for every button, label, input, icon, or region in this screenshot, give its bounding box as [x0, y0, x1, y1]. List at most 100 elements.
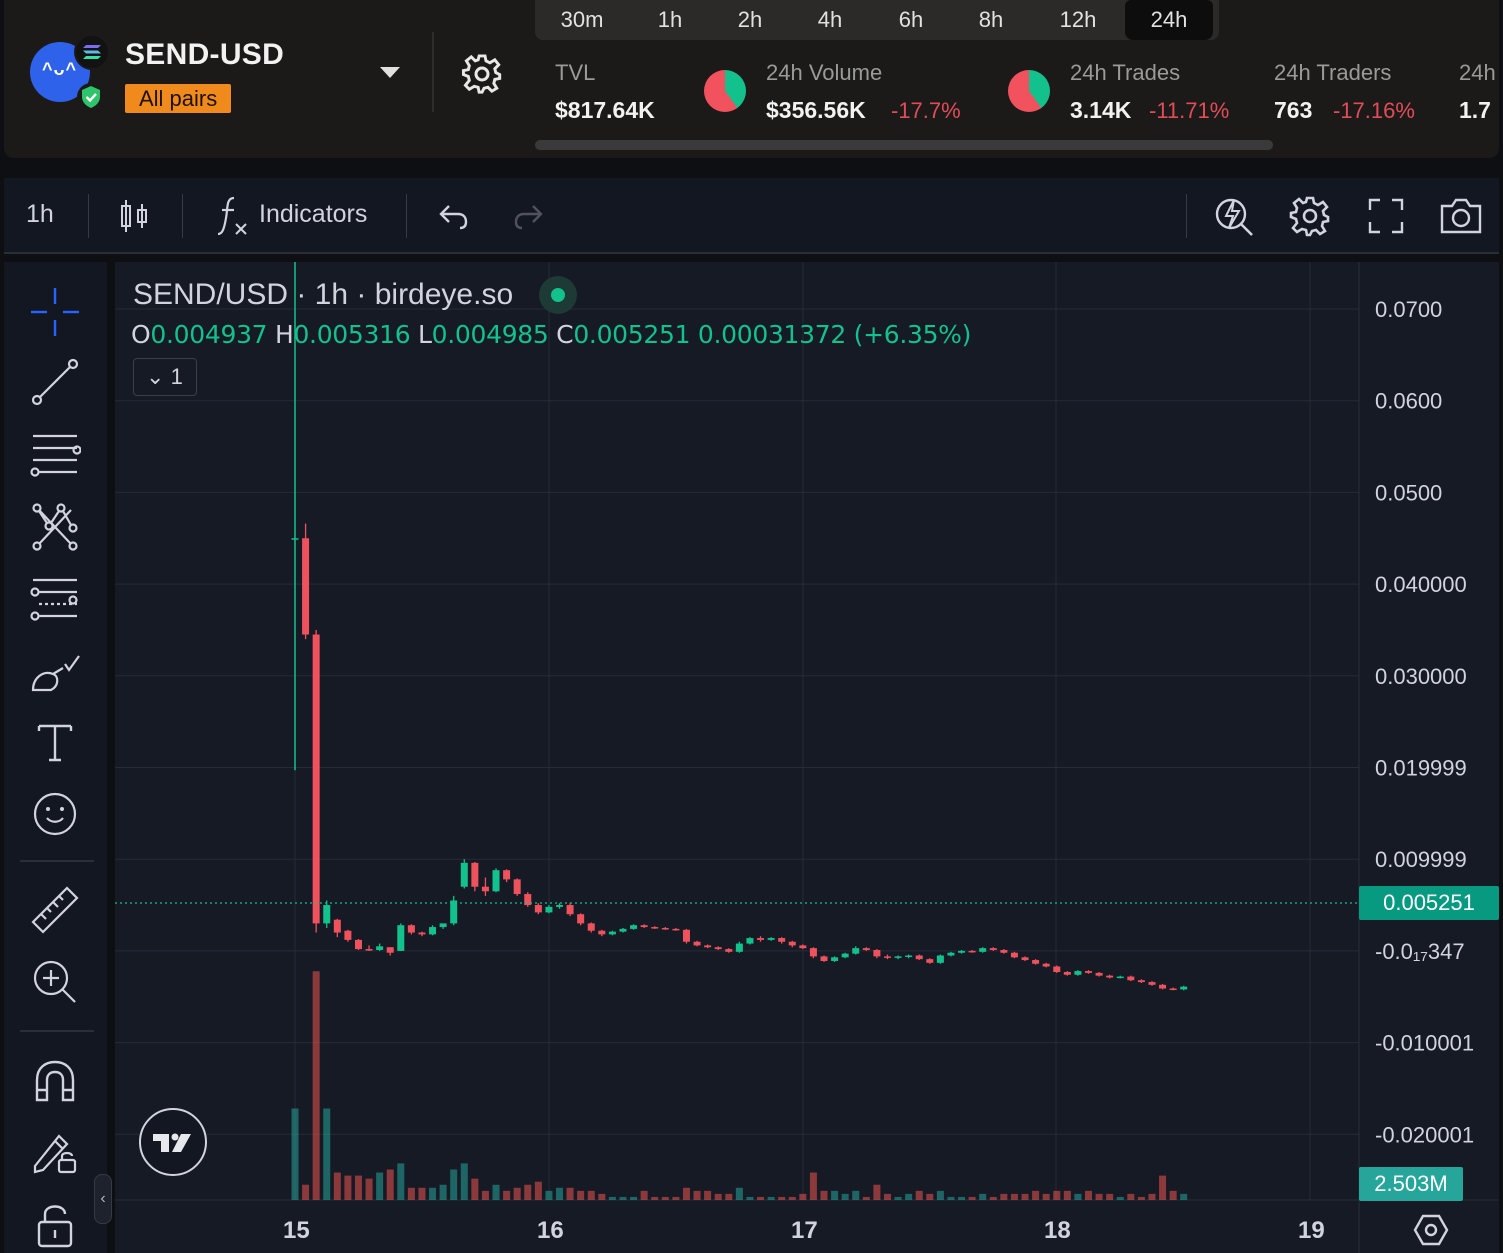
- fx-indicators-icon[interactable]: [214, 194, 250, 238]
- candle-body: [841, 953, 849, 958]
- volume-bar: [312, 971, 320, 1200]
- volume-bar: [333, 1172, 341, 1200]
- fib-lines-icon[interactable]: [29, 428, 81, 480]
- candle-body: [481, 886, 489, 892]
- volume-bar: [354, 1175, 362, 1200]
- unlock-icon[interactable]: [29, 1198, 81, 1250]
- volume-bar: [608, 1196, 616, 1200]
- indicators-button[interactable]: Indicators: [259, 200, 368, 228]
- tab-30m[interactable]: 30m: [560, 7, 604, 32]
- candle-body: [873, 949, 881, 957]
- volume-bar: [831, 1190, 839, 1200]
- candle-body: [757, 938, 765, 940]
- price-tick-label: 0.0700: [1375, 297, 1442, 322]
- legend-collapse-button[interactable]: ⌄ 1: [133, 358, 197, 396]
- volume-bar: [979, 1193, 987, 1200]
- volume-bar: [1010, 1193, 1018, 1200]
- axis-settings-icon[interactable]: [1411, 1212, 1451, 1248]
- pattern-icon[interactable]: [29, 500, 81, 552]
- candle-body: [1000, 949, 1008, 953]
- tab-6h[interactable]: 6h: [898, 7, 924, 32]
- pair-header: ^ᴗ^ SEND-USD All pairs 30m 1h 2h 4h 6h 8…: [4, 0, 1499, 158]
- tab-24h[interactable]: 24h: [1125, 0, 1213, 40]
- collapse-toolbar-handle[interactable]: ‹: [94, 1174, 112, 1224]
- volume-bar: [344, 1175, 352, 1200]
- candle-body: [989, 948, 997, 950]
- trades-label: 24h Trades: [1070, 60, 1181, 85]
- price-tick-label: -0.020001: [1375, 1122, 1474, 1147]
- lock-drawing-icon[interactable]: [29, 1126, 81, 1178]
- trades-pie-icon[interactable]: [1008, 70, 1050, 112]
- volume-bar: [915, 1190, 923, 1200]
- candle-body: [979, 948, 987, 952]
- crosshair-icon[interactable]: [29, 286, 81, 338]
- candle-body: [302, 538, 310, 635]
- candlestick-type-icon[interactable]: [118, 196, 150, 236]
- tvl-value: $817.64K: [555, 97, 655, 123]
- volume-bar: [1000, 1193, 1008, 1200]
- quick-search-icon[interactable]: [1212, 194, 1256, 238]
- camera-screenshot-icon[interactable]: [1438, 196, 1484, 236]
- tab-2h[interactable]: 2h: [737, 7, 763, 32]
- volume-bar: [619, 1196, 627, 1200]
- fullscreen-icon[interactable]: [1366, 196, 1406, 236]
- undo-icon[interactable]: [436, 202, 470, 232]
- candle-body: [968, 950, 976, 953]
- settings-gear-icon[interactable]: [460, 52, 504, 96]
- tab-4h[interactable]: 4h: [817, 7, 843, 32]
- zoom-in-icon[interactable]: [29, 956, 81, 1008]
- volume-bar: [1148, 1193, 1156, 1200]
- tradingview-logo[interactable]: [139, 1108, 207, 1176]
- interval-selector[interactable]: 1h: [26, 200, 54, 228]
- volume-bar: [905, 1193, 913, 1200]
- time-tick-label: 18: [1044, 1217, 1071, 1244]
- chevron-down-icon[interactable]: [378, 64, 402, 80]
- candle-body: [598, 930, 606, 935]
- price-chart[interactable]: 0.0700 0.0600 0.0500 0.040000 0.030000 0.0199…: [115, 262, 1499, 1253]
- candle-body: [503, 870, 511, 880]
- candle-body: [492, 870, 500, 892]
- volume-bar: [1116, 1196, 1124, 1200]
- emoji-icon[interactable]: [29, 788, 81, 840]
- volume-bar: [1106, 1193, 1114, 1200]
- verified-shield-icon: [77, 83, 105, 111]
- chart-legend-title: SEND/USD · 1h · birdeye.so: [133, 278, 514, 311]
- candle-body: [883, 956, 891, 958]
- volume-bar: [672, 1196, 680, 1200]
- volume-bar: [1032, 1190, 1040, 1200]
- volume-pie-icon[interactable]: [704, 70, 746, 112]
- volume-bar: [693, 1190, 701, 1200]
- tab-12h[interactable]: 12h: [1059, 7, 1097, 32]
- volume-change: -17.7%: [891, 98, 961, 123]
- tab-1h[interactable]: 1h: [657, 7, 683, 32]
- low-key: L: [417, 320, 432, 349]
- chevron-down-icon: ⌄: [146, 364, 165, 389]
- text-icon[interactable]: [29, 716, 81, 768]
- forecast-icon[interactable]: [29, 572, 81, 624]
- volume-bar: [587, 1190, 595, 1200]
- partial-stat-label: 24h: [1459, 60, 1496, 85]
- pair-stats: TVL $817.64K 24h Volume $356.56K -17.7% …: [535, 52, 1499, 132]
- stats-scrollbar[interactable]: [535, 140, 1273, 150]
- brush-icon[interactable]: [29, 646, 81, 698]
- candle-body: [1169, 988, 1177, 990]
- trades-value: 3.14K: [1070, 97, 1132, 123]
- candle-body: [1159, 984, 1167, 989]
- tab-8h[interactable]: 8h: [978, 7, 1004, 32]
- chart-pane[interactable]: 0.0700 0.0600 0.0500 0.040000 0.030000 0.0199…: [115, 262, 1499, 1253]
- change-value: 0.00031372 (+6.35%): [697, 320, 972, 349]
- magnet-icon[interactable]: [29, 1056, 81, 1108]
- all-pairs-button[interactable]: All pairs: [125, 84, 232, 113]
- redo-icon[interactable]: [512, 202, 546, 232]
- candle-body: [577, 914, 585, 924]
- volume-label: 24h Volume: [766, 60, 883, 85]
- ruler-icon[interactable]: [29, 884, 81, 936]
- traders-change: -17.16%: [1333, 98, 1415, 123]
- time-tick-label: 17: [791, 1217, 818, 1244]
- candle-body: [651, 927, 659, 929]
- trendline-icon[interactable]: [29, 356, 81, 408]
- volume-bar: [418, 1187, 426, 1200]
- chart-settings-icon[interactable]: [1288, 194, 1332, 238]
- toolbar-divider: [1186, 194, 1187, 238]
- close-key: C: [556, 320, 574, 349]
